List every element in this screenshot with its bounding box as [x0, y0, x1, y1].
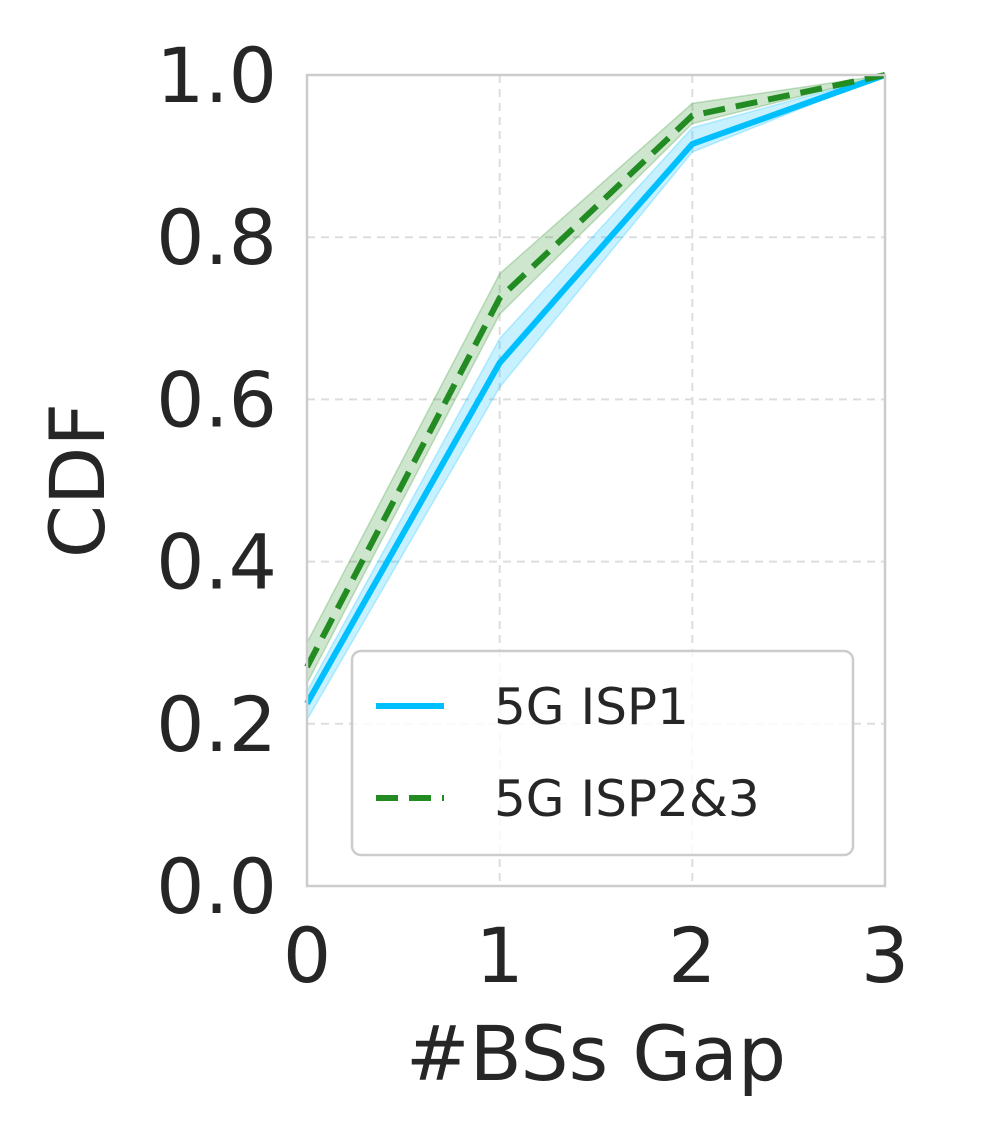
legend-label-isp1: 5G ISP1: [494, 678, 689, 736]
legend: 5G ISP1 5G ISP2&3: [350, 649, 855, 857]
band-series-0: [306, 74, 886, 723]
y-tick-labels: 0.0 0.2 0.4 0.6 0.8 1.0: [156, 31, 277, 931]
confidence-bands: [306, 74, 886, 723]
line-series-1: [304, 72, 886, 669]
y-tick-label-2: 0.4: [156, 518, 277, 607]
y-tick-label-0: 0.0: [156, 842, 277, 931]
y-tick-label-5: 1.0: [156, 31, 277, 120]
x-tick-labels: 0 1 2 3: [283, 911, 909, 1000]
band-series-1: [306, 74, 886, 684]
y-axis-label: CDF: [33, 403, 122, 558]
y-tick-label-3: 0.6: [156, 355, 277, 444]
x-tick-label-0: 0: [283, 911, 331, 1000]
x-tick-label-3: 3: [861, 911, 909, 1000]
y-tick-label-1: 0.2: [156, 680, 277, 769]
x-tick-label-2: 2: [668, 911, 716, 1000]
plot-frame: [305, 73, 887, 888]
series-lines: [304, 72, 887, 706]
x-axis-label: #BSs Gap: [406, 1009, 786, 1098]
legend-box: [350, 649, 855, 857]
line-series-0: [304, 72, 887, 706]
y-tick-label-4: 0.8: [156, 193, 277, 282]
legend-label-isp2-3: 5G ISP2&3: [494, 770, 760, 828]
x-tick-label-1: 1: [475, 911, 523, 1000]
